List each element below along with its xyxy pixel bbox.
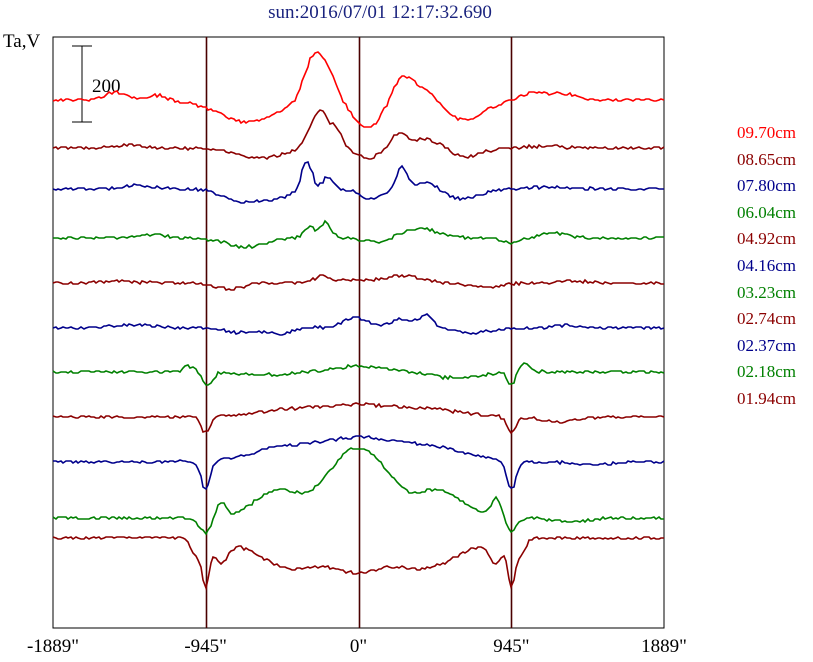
series-line-02.74cm	[52, 402, 665, 435]
x-tick-label-4: 1889"	[641, 636, 687, 657]
legend-entry-01.94cm: 01.94cm	[737, 388, 797, 408]
legend-entry-04.92cm: 04.92cm	[737, 229, 797, 249]
series-group	[52, 51, 665, 591]
series-line-08.65cm	[52, 109, 665, 161]
legend-entry-03.23cm: 03.23cm	[737, 282, 797, 302]
vertical-lines	[205, 37, 513, 628]
x-tick-label-1: -945"	[184, 636, 227, 657]
plot-frame	[52, 36, 665, 629]
legend-entry-07.80cm: 07.80cm	[737, 176, 797, 196]
x-tick-labels: -1889" -945" 0" 945" 1889"	[27, 636, 687, 657]
series-line-03.23cm	[52, 362, 665, 386]
series-line-04.92cm	[52, 273, 664, 291]
series-line-07.80cm	[52, 160, 664, 204]
legend: 09.70cm 08.65cm 07.80cm 06.04cm 04.92cm 04.16…	[737, 120, 796, 413]
series-line-02.37cm	[53, 435, 665, 491]
series-line-02.18cm	[52, 447, 664, 536]
legend-entry-02.74cm: 02.74cm	[737, 309, 797, 329]
series-line-04.16cm	[52, 313, 665, 336]
x-tick-label-0: -1889"	[27, 636, 79, 657]
scale-bar: 200	[72, 45, 121, 123]
series-line-09.70cm	[52, 51, 665, 128]
legend-entry-02.37cm: 02.37cm	[737, 335, 797, 355]
y-axis-label: Ta,V	[3, 31, 41, 52]
series-line-06.04cm	[53, 219, 664, 250]
legend-entry-09.70cm: 09.70cm	[737, 123, 797, 142]
x-tick-label-2: 0"	[350, 636, 367, 657]
chart-title: sun:2016/07/01 12:17:32.690	[268, 2, 492, 23]
series-line-01.94cm	[52, 535, 664, 591]
legend-entry-02.18cm: 02.18cm	[737, 362, 797, 382]
legend-entry-06.04cm: 06.04cm	[737, 202, 797, 222]
legend-entry-04.16cm: 04.16cm	[737, 255, 797, 275]
legend-entry-08.65cm: 08.65cm	[737, 149, 797, 169]
x-tick-label-3: 945"	[493, 636, 529, 657]
